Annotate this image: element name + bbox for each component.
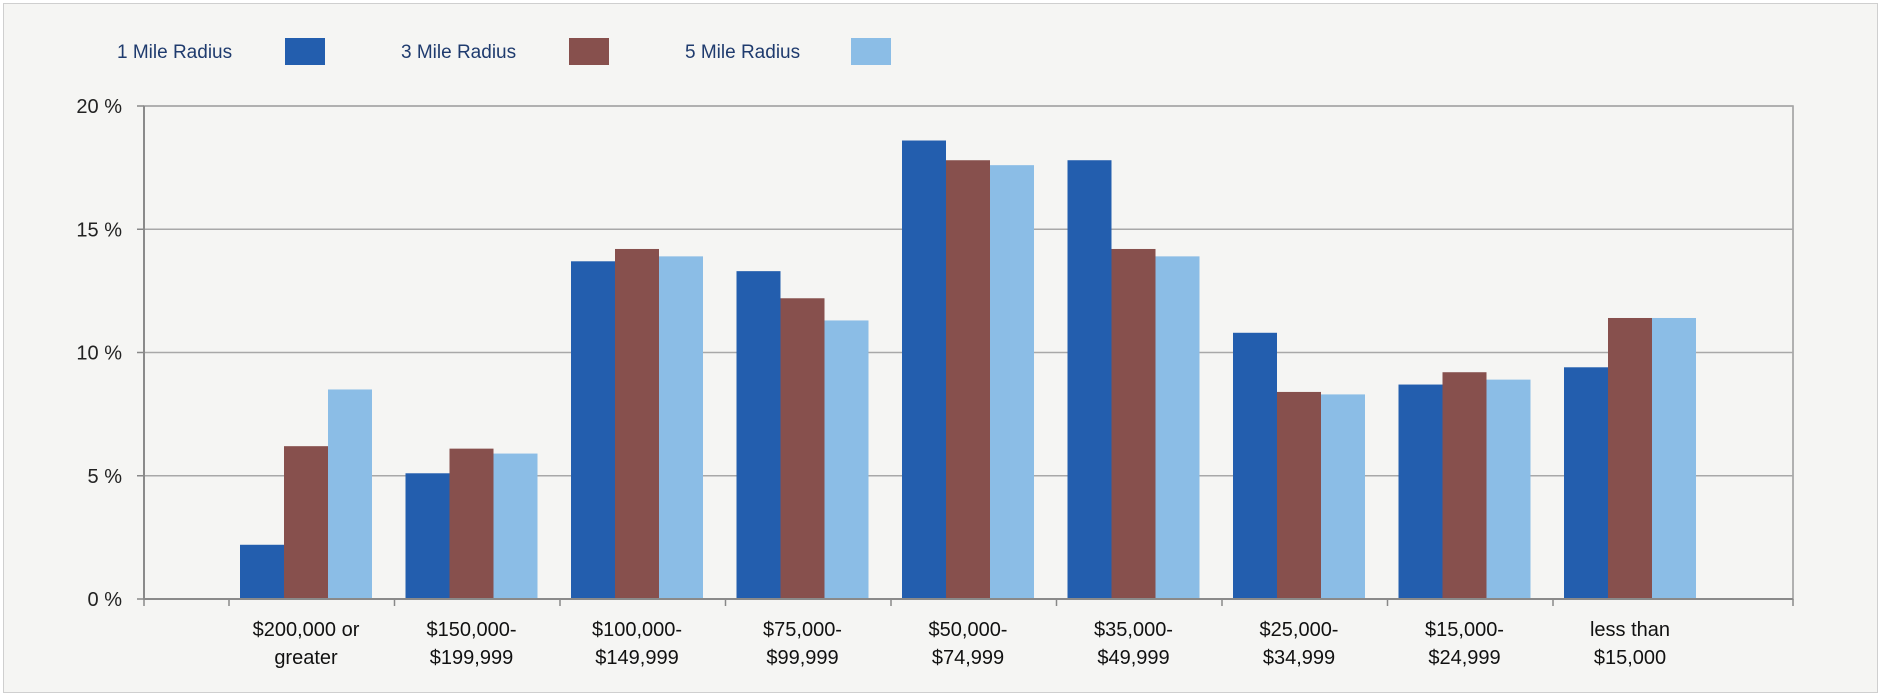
bar-2-9: [1608, 317, 1652, 599]
bar-2-3: [615, 248, 659, 599]
bar-2-8: [1442, 372, 1487, 599]
bar-2-6: [1111, 248, 1156, 599]
legend-swatch-5-mile: [851, 38, 891, 65]
legend-label-1-mile: 1 Mile Radius: [117, 42, 233, 63]
bar-3-5: [990, 165, 1034, 599]
bar-1-4: [736, 271, 781, 599]
y-tick-label: 20 %: [76, 96, 122, 118]
x-tick-label: $15,000-: [1425, 619, 1504, 641]
y-tick-label: 5 %: [88, 466, 123, 488]
bar-2-4: [780, 298, 825, 599]
bar-3-6: [1155, 256, 1200, 599]
bar-3-8: [1486, 379, 1531, 599]
y-tick-label: 0 %: [88, 589, 123, 611]
x-tick-label: $149,999: [595, 647, 678, 669]
x-tick-label: $100,000-: [592, 619, 682, 641]
x-tick-label: $35,000-: [1094, 619, 1173, 641]
x-tick-label: less than: [1590, 619, 1670, 641]
x-tick-label: $25,000-: [1260, 619, 1339, 641]
legend-label-3-mile: 3 Mile Radius: [401, 42, 517, 63]
legend-label-5-mile: 5 Mile Radius: [685, 42, 801, 63]
x-tick-label: $200,000 or: [253, 619, 360, 641]
x-tick-label: $50,000-: [929, 619, 1008, 641]
bar-2-2: [449, 448, 494, 599]
y-tick-label: 10 %: [76, 343, 122, 365]
bar-1-7: [1233, 332, 1277, 599]
x-tick-label: $15,000: [1594, 647, 1666, 669]
bar-3-1: [328, 389, 372, 599]
x-tick-label: $199,999: [430, 647, 513, 669]
y-tick-label: 15 %: [76, 219, 122, 241]
x-tick-label: $49,999: [1097, 647, 1169, 669]
x-tick-label: greater: [274, 647, 338, 669]
bar-1-1: [240, 544, 284, 599]
bar-chart: 0 % 5 % 10 % 15 % 20 % $200,000 or greater $150…: [76, 96, 1794, 669]
x-tick-label: $75,000-: [763, 619, 842, 641]
bar-1-8: [1398, 384, 1443, 599]
bar-3-2: [493, 453, 538, 599]
x-tick-label: $24,999: [1428, 647, 1500, 669]
legend-swatch-3-mile: [569, 38, 609, 65]
bar-3-4: [824, 320, 869, 599]
bar-2-7: [1277, 391, 1321, 599]
bar-1-9: [1564, 367, 1608, 599]
bar-1-6: [1067, 160, 1112, 600]
bar-2-1: [284, 446, 328, 599]
x-tick-label: $34,999: [1263, 647, 1335, 669]
bar-1-5: [902, 140, 946, 599]
x-tick-label: $99,999: [766, 647, 838, 669]
bar-1-3: [571, 261, 615, 599]
bar-3-7: [1321, 394, 1365, 599]
bar-3-9: [1652, 317, 1696, 599]
legend-swatch-1-mile: [285, 38, 325, 65]
x-tick-label: $150,000-: [426, 619, 516, 641]
legend: 1 Mile Radius 3 Mile Radius 5 Mile Radiu…: [4, 4, 1877, 94]
chart-container: 1 Mile Radius 3 Mile Radius 5 Mile Radiu…: [3, 3, 1878, 693]
bar-1-2: [405, 473, 450, 599]
bar-3-3: [659, 256, 703, 599]
bar-2-5: [946, 160, 990, 600]
x-tick-label: $74,999: [932, 647, 1004, 669]
